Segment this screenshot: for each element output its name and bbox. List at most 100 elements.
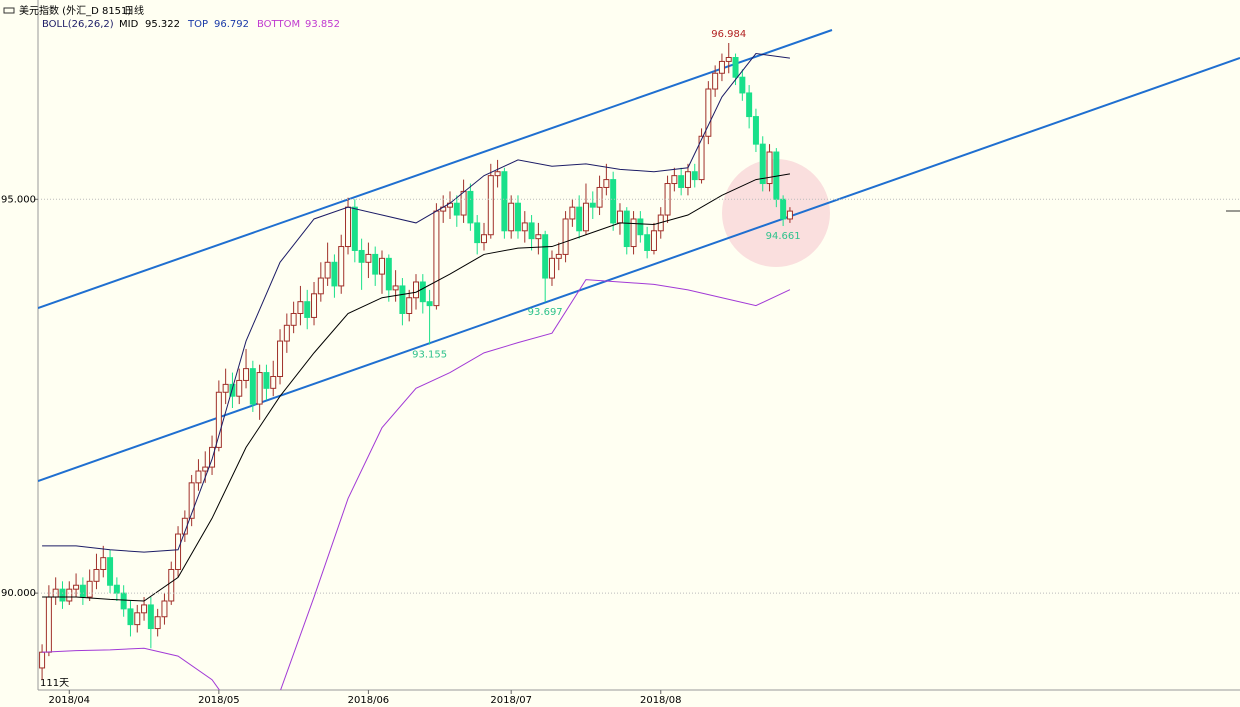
candle-body	[508, 202, 515, 232]
candle-body	[399, 285, 406, 314]
candle-body	[406, 297, 413, 314]
candle-body	[616, 210, 623, 224]
candle-body	[548, 257, 555, 279]
candle-body	[596, 186, 603, 208]
candle-body	[317, 277, 324, 295]
candle-body	[236, 379, 243, 397]
header: 美元指数 (外汇_D 8151) 日线 BOLL(26,26,2) MID 95…	[3, 4, 340, 30]
x-tick-label: 2018/04	[49, 695, 91, 706]
annotation: 94.661	[766, 231, 801, 242]
candle-body	[712, 72, 719, 90]
candle-body	[161, 600, 168, 618]
candle-body	[338, 246, 345, 287]
candle-body	[487, 175, 494, 236]
x-tick-label: 2018/06	[348, 695, 390, 706]
icon	[3, 7, 15, 14]
candle-body	[739, 76, 746, 94]
y-tick-label: 95.000	[1, 194, 36, 205]
candle-body	[100, 557, 107, 570]
candle-body	[521, 222, 528, 232]
candle-body	[480, 234, 487, 244]
legend-label: MID	[119, 19, 139, 30]
candle-body	[270, 376, 277, 389]
candle-body	[358, 249, 365, 263]
candle-body	[59, 588, 66, 602]
indicator: BOLL(26,26,2)	[42, 19, 114, 30]
candle-body	[372, 253, 379, 275]
candle-body	[385, 257, 392, 291]
highlight-circle	[722, 159, 830, 267]
candle-body	[66, 588, 73, 602]
candle-body	[331, 261, 338, 287]
candle-body	[379, 257, 386, 275]
annotation: 93.697	[528, 307, 563, 318]
candle-body	[154, 616, 161, 630]
candle-body	[365, 253, 372, 263]
candle-body	[433, 210, 440, 307]
candle-body	[283, 324, 290, 342]
candle-body	[453, 202, 460, 216]
candle-body	[277, 340, 284, 378]
candle-body	[494, 171, 501, 177]
candle-body	[45, 596, 52, 653]
candle-body	[426, 301, 433, 307]
candle-body	[691, 171, 698, 181]
candle-body	[474, 222, 481, 244]
candle-body	[786, 210, 793, 220]
candle-body	[79, 584, 86, 598]
annotation: 96.984	[711, 29, 746, 40]
legend-value: 96.792	[214, 19, 249, 30]
candle-body	[304, 301, 311, 318]
band-line	[42, 173, 791, 602]
candle-body	[168, 568, 175, 602]
band-line	[42, 279, 791, 690]
candle-body	[345, 206, 352, 248]
candle-body	[243, 368, 250, 381]
plot-area	[39, 43, 793, 690]
candle-body	[752, 116, 759, 145]
legend-value: 93.852	[305, 19, 340, 30]
candle-body	[419, 281, 426, 303]
candle-body	[290, 312, 297, 326]
candle-body	[610, 179, 617, 224]
candle-body	[229, 383, 236, 397]
candle-body	[780, 198, 787, 220]
candle-body	[705, 88, 712, 137]
x-tick-label: 2018/08	[640, 695, 682, 706]
candle-body	[555, 253, 562, 259]
candle-body	[718, 60, 725, 74]
candle-body	[528, 222, 535, 240]
candle-body	[113, 584, 120, 594]
candle-body	[351, 206, 358, 251]
candle-body	[209, 446, 216, 468]
candle-body	[684, 171, 691, 188]
legend-label: BOTTOM	[257, 19, 300, 30]
candle-body	[542, 234, 549, 279]
candle-body	[215, 391, 222, 448]
legend-value: 95.322	[145, 19, 180, 30]
candle-body	[644, 234, 651, 251]
candle-body	[120, 592, 127, 610]
candle-body	[86, 580, 93, 598]
candle-body	[392, 285, 399, 291]
candle-body	[175, 533, 182, 570]
candle-body	[93, 568, 100, 582]
candle-body	[603, 179, 610, 188]
candle-body	[127, 608, 134, 626]
legend-label: TOP	[187, 19, 208, 30]
candle-body	[630, 218, 637, 248]
candle-body	[650, 230, 657, 251]
candle-body	[759, 143, 766, 185]
x-tick-label: 2018/05	[198, 695, 240, 706]
candle-body	[535, 234, 542, 240]
count-label: 111天	[40, 678, 69, 689]
candle-body	[188, 482, 195, 519]
candle-body	[698, 135, 705, 181]
annotation: 93.155	[412, 350, 447, 361]
candle-body	[671, 175, 678, 185]
title: 美元指数 (外汇_D 8151)	[19, 4, 131, 17]
candle-body	[39, 651, 46, 669]
candle-body	[766, 151, 773, 185]
candle-body	[195, 470, 202, 484]
